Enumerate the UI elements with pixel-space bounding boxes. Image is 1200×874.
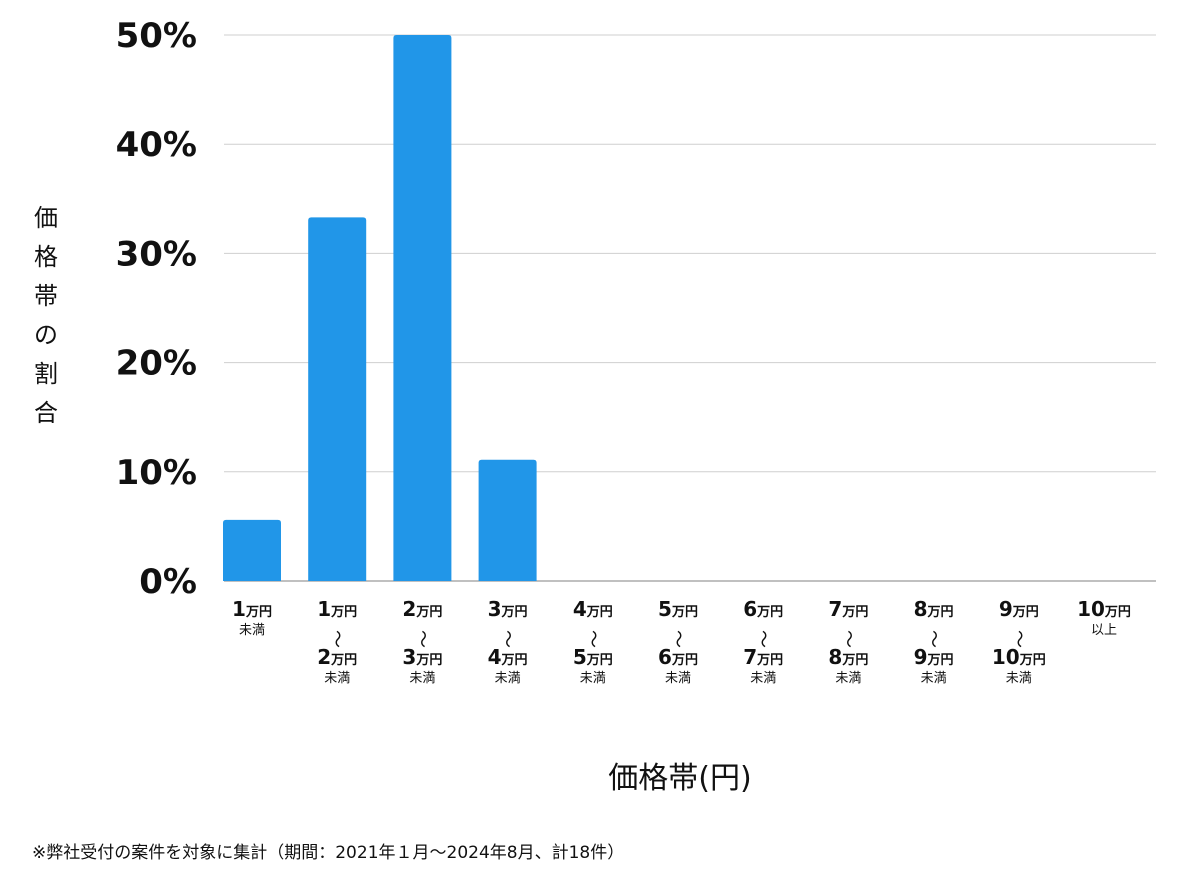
x-category-qualifier: 未満 <box>239 623 265 638</box>
y-axis-label-char: 割 <box>34 360 58 388</box>
y-axis-label-char: 価 <box>34 204 58 232</box>
x-category-tilde: 〜 <box>326 630 347 648</box>
x-category-qualifier: 未満 <box>495 671 521 686</box>
bars <box>223 35 537 581</box>
bar <box>308 217 367 581</box>
x-category-tilde: 〜 <box>582 630 603 648</box>
y-tick-label: 30% <box>116 234 197 274</box>
x-category-range-value: 3万円 <box>488 597 528 621</box>
y-tick-label: 0% <box>139 562 197 602</box>
y-tick-label: 50% <box>116 16 197 56</box>
x-category-range-value: 3万円 <box>402 645 442 669</box>
x-category-range-value: 2万円 <box>317 645 357 669</box>
x-category-tilde: 〜 <box>1008 630 1029 648</box>
x-category-range-value: 4万円 <box>488 645 528 669</box>
footnote: ※弊社受付の案件を対象に集計（期間：2021年１月〜2024年8月、計18件） <box>32 843 624 863</box>
x-axis-categories: 1万円未満1万円〜2万円未満2万円〜3万円未満3万円〜4万円未満4万円〜5万円未… <box>232 597 1131 686</box>
y-axis-ticks: 0% 10% 20% 30% 40% 50% <box>116 16 197 602</box>
x-category-range-value: 2万円 <box>402 597 442 621</box>
y-tick-label: 40% <box>116 125 197 165</box>
x-category-range-value: 1万円 <box>317 597 357 621</box>
x-category-range-value: 9万円 <box>914 645 954 669</box>
x-category-qualifier: 未満 <box>835 671 861 686</box>
y-axis-label-char: 格 <box>34 243 58 271</box>
x-category-range-value: 5万円 <box>658 597 698 621</box>
x-axis-label: 価格帯(円) <box>608 761 751 796</box>
x-category-tilde: 〜 <box>411 630 432 648</box>
y-axis-label-char: 帯 <box>34 282 58 310</box>
x-category-range-value: 6万円 <box>658 645 698 669</box>
bar <box>478 459 537 581</box>
x-category-range-value: 8万円 <box>828 645 868 669</box>
x-category-range-value: 6万円 <box>743 597 783 621</box>
x-category-range-value: 4万円 <box>573 597 613 621</box>
bar <box>223 519 281 581</box>
x-category-qualifier: 未満 <box>921 671 947 686</box>
x-category-qualifier: 未満 <box>750 671 776 686</box>
x-category-tilde: 〜 <box>497 630 518 648</box>
y-tick-label: 20% <box>116 344 197 384</box>
x-category-tilde: 〜 <box>752 630 773 648</box>
y-tick-label: 10% <box>116 453 197 493</box>
x-category-qualifier: 未満 <box>1006 671 1032 686</box>
x-category-range-value: 10万円 <box>992 645 1046 669</box>
x-category-qualifier: 以上 <box>1091 623 1117 638</box>
x-category-range-value: 7万円 <box>828 597 868 621</box>
x-category-range-value: 9万円 <box>999 597 1039 621</box>
x-category-tilde: 〜 <box>923 630 944 648</box>
y-axis-label-char: 合 <box>34 399 58 427</box>
x-category-range-value: 5万円 <box>573 645 613 669</box>
x-category-range-value: 1万円 <box>232 597 272 621</box>
x-category-tilde: 〜 <box>667 630 688 648</box>
x-category-qualifier: 未満 <box>665 671 691 686</box>
x-category-range-value: 8万円 <box>914 597 954 621</box>
y-axis-label-char: の <box>34 321 58 349</box>
x-category-range-value: 10万円 <box>1077 597 1131 621</box>
x-category-qualifier: 未満 <box>409 671 435 686</box>
gridlines <box>224 34 1156 582</box>
x-category-qualifier: 未満 <box>324 671 350 686</box>
x-category-qualifier: 未満 <box>580 671 606 686</box>
x-category-tilde: 〜 <box>837 630 858 648</box>
bar <box>393 35 452 581</box>
x-category-range-value: 7万円 <box>743 645 783 669</box>
